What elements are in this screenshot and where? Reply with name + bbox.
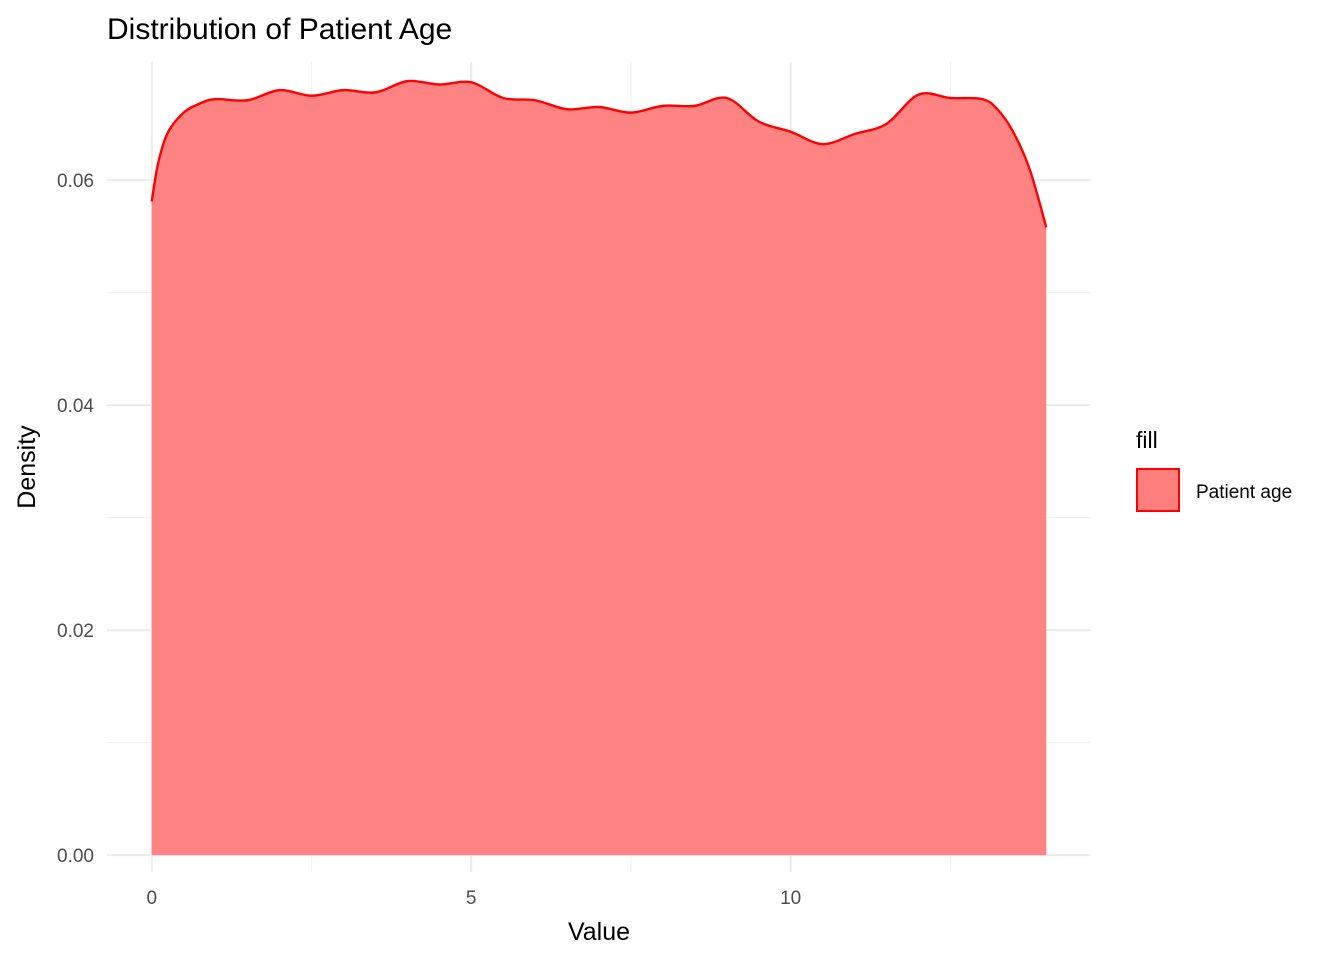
series-layer [150,79,1048,856]
y-axis-title: Density [13,425,41,509]
y-tick-label: 0.04 [57,396,94,417]
legend-label-patient-age: Patient age [1196,482,1292,503]
y-tick-label: 0.00 [57,846,94,867]
x-tick-label: 0 [146,888,157,909]
legend-key-patient-age [1136,468,1180,512]
density-line-patient-age [150,79,1048,228]
chart-title: Distribution of Patient Age [107,13,452,46]
y-tick-label: 0.02 [57,621,94,642]
legend-title: fill [1136,427,1158,453]
y-tick-label: 0.06 [57,171,94,192]
x-axis-title: Value [568,918,630,946]
x-tick-label: 5 [466,888,477,909]
x-axis-ticks: 0 5 10 [146,888,801,909]
density-area-patient-age [151,80,1047,856]
legend: fill Patient age [1136,427,1292,512]
y-axis-ticks: 0.00 0.02 0.04 0.06 [57,171,94,867]
x-tick-label: 10 [780,888,801,909]
